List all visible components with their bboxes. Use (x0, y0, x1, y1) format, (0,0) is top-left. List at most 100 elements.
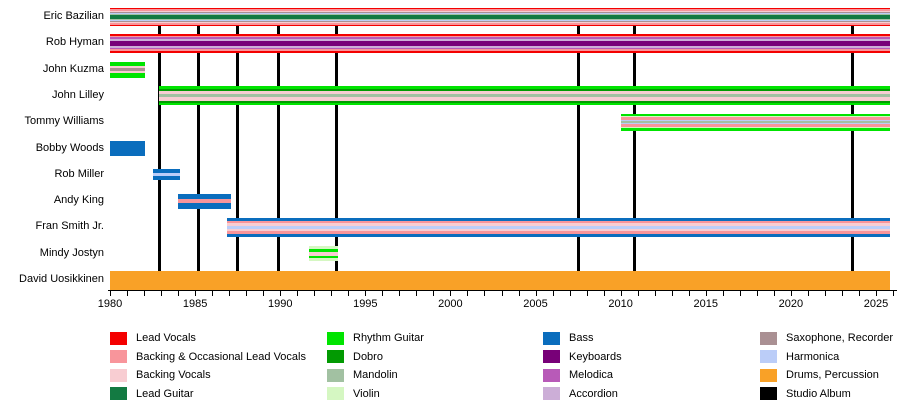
year-label: 1980 (97, 298, 123, 310)
year-label: 2010 (608, 298, 633, 310)
member-name-label: Mindy Jostyn (39, 246, 104, 259)
member-name-label: Tommy Williams (24, 115, 104, 128)
legend-label: Harmonica (786, 350, 840, 363)
legend-color-swatch (327, 331, 344, 345)
instrument-stripe-bass (227, 217, 891, 221)
member-name-label: Andy King (53, 194, 104, 207)
instrument-stripe-dobro (159, 100, 891, 103)
instrument-stripe-violin (620, 116, 891, 118)
year-tick (433, 291, 435, 296)
studio-album-line (576, 8, 580, 290)
instrument-stripe-backing_occ (110, 35, 891, 38)
instrument-stripe-mandolin (620, 121, 891, 124)
legend-item: Backing & Occasional Lead Vocals (110, 350, 306, 364)
instrument-stripe-rhythm_guitar (620, 113, 891, 116)
year-tick (569, 291, 571, 296)
legend-item: Backing Vocals (110, 368, 211, 382)
instrument-stripe-melodica (110, 47, 891, 50)
year-tick (450, 291, 452, 296)
year-tick (688, 291, 690, 296)
instrument-stripe-rhythm_guitar (110, 72, 145, 78)
member-name-label: Bobby Woods (35, 141, 104, 154)
instrument-stripe-harmonica (110, 13, 891, 15)
instrument-stripe-drums (110, 270, 891, 290)
member-tenure-bar (110, 270, 891, 290)
year-tick (807, 291, 809, 296)
year-label: 2025 (863, 298, 889, 310)
legend-label: Keyboards (569, 350, 622, 363)
instrument-stripe-mandolin (110, 18, 891, 20)
studio-album-line (157, 8, 161, 290)
instrument-stripe-melodica (110, 37, 891, 39)
instrument-stripe-backing_occ (227, 231, 891, 234)
year-tick (705, 291, 707, 296)
legend-color-swatch (110, 350, 127, 363)
member-tenure-bar (309, 246, 339, 262)
studio-album-line (850, 8, 854, 290)
member-name-label: John Kuzma (42, 62, 104, 75)
legend-label: Dobro (353, 350, 383, 363)
instrument-stripe-backing_occ (110, 9, 891, 11)
instrument-stripe-violin (620, 126, 891, 129)
instrument-stripe-backing_vocals (159, 97, 891, 101)
studio-album-line (236, 8, 240, 290)
member-tenure-bar (152, 169, 180, 181)
member-tenure-bar (159, 86, 891, 106)
year-tick (603, 291, 605, 296)
instrument-stripe-harmonica (152, 173, 180, 177)
instrument-stripe-backing_vocals (227, 223, 891, 226)
year-tick (773, 291, 775, 296)
instrument-stripe-mandolin (159, 94, 891, 98)
instrument-stripe-backing_vocals (110, 10, 891, 12)
legend-item: Studio Album (760, 387, 851, 400)
year-tick (246, 291, 248, 296)
instrument-stripe-bass (227, 233, 891, 237)
legend-color-swatch (327, 350, 344, 363)
member-tenure-bar (110, 61, 145, 78)
year-tick (671, 291, 673, 296)
legend-color-swatch (543, 368, 560, 382)
instrument-stripe-harmonica (620, 120, 891, 122)
instrument-stripe-harmonica (110, 19, 891, 21)
instrument-stripe-bass (152, 169, 180, 174)
instrument-stripe-bass (110, 141, 145, 156)
member-tenure-bar (178, 193, 231, 209)
instrument-stripe-rhythm_guitar (309, 249, 339, 252)
year-label: 2020 (778, 298, 804, 310)
legend-color-swatch (760, 387, 777, 400)
instrument-stripe-backing_occ (178, 198, 231, 204)
member-tenure-bar (227, 217, 891, 237)
legend-item: Mandolin (327, 368, 398, 382)
year-tick (331, 291, 333, 296)
instrument-stripe-keyboards (110, 40, 891, 46)
instrument-stripe-backing_vocals (110, 66, 145, 68)
instrument-stripe-backing_vocals (227, 228, 891, 232)
year-tick (110, 291, 111, 296)
instrument-stripe-violin (309, 246, 339, 250)
year-tick (722, 291, 724, 296)
instrument-stripe-rhythm_guitar (159, 102, 891, 106)
legend-color-swatch (760, 331, 777, 345)
instrument-stripe-lead_vocals (110, 7, 891, 10)
instrument-stripe-backing_vocals (309, 251, 339, 256)
legend-label: Saxophone, Recorder (786, 332, 894, 344)
year-tick (229, 291, 231, 296)
year-tick (365, 291, 367, 296)
year-tick (144, 291, 146, 296)
year-tick (382, 291, 384, 296)
instrument-stripe-rhythm_guitar (110, 61, 145, 67)
instrument-stripe-lead_vocals (110, 33, 891, 36)
instrument-stripe-sax_recorder (110, 11, 891, 14)
instrument-stripe-backing_occ (620, 117, 891, 121)
instrument-stripe-backing_occ (227, 220, 891, 224)
instrument-stripe-bass (152, 176, 180, 181)
legend-item: Drums, Percussion (760, 368, 879, 382)
member-tenure-bar (110, 33, 891, 53)
x-axis-line (108, 290, 897, 291)
year-tick (739, 291, 741, 296)
year-label: 1990 (267, 298, 293, 310)
legend-label: Drums, Percussion (786, 369, 879, 381)
legend-color-swatch (760, 368, 777, 382)
legend-item: Lead Vocals (110, 331, 196, 345)
legend-item: Dobro (327, 350, 383, 364)
